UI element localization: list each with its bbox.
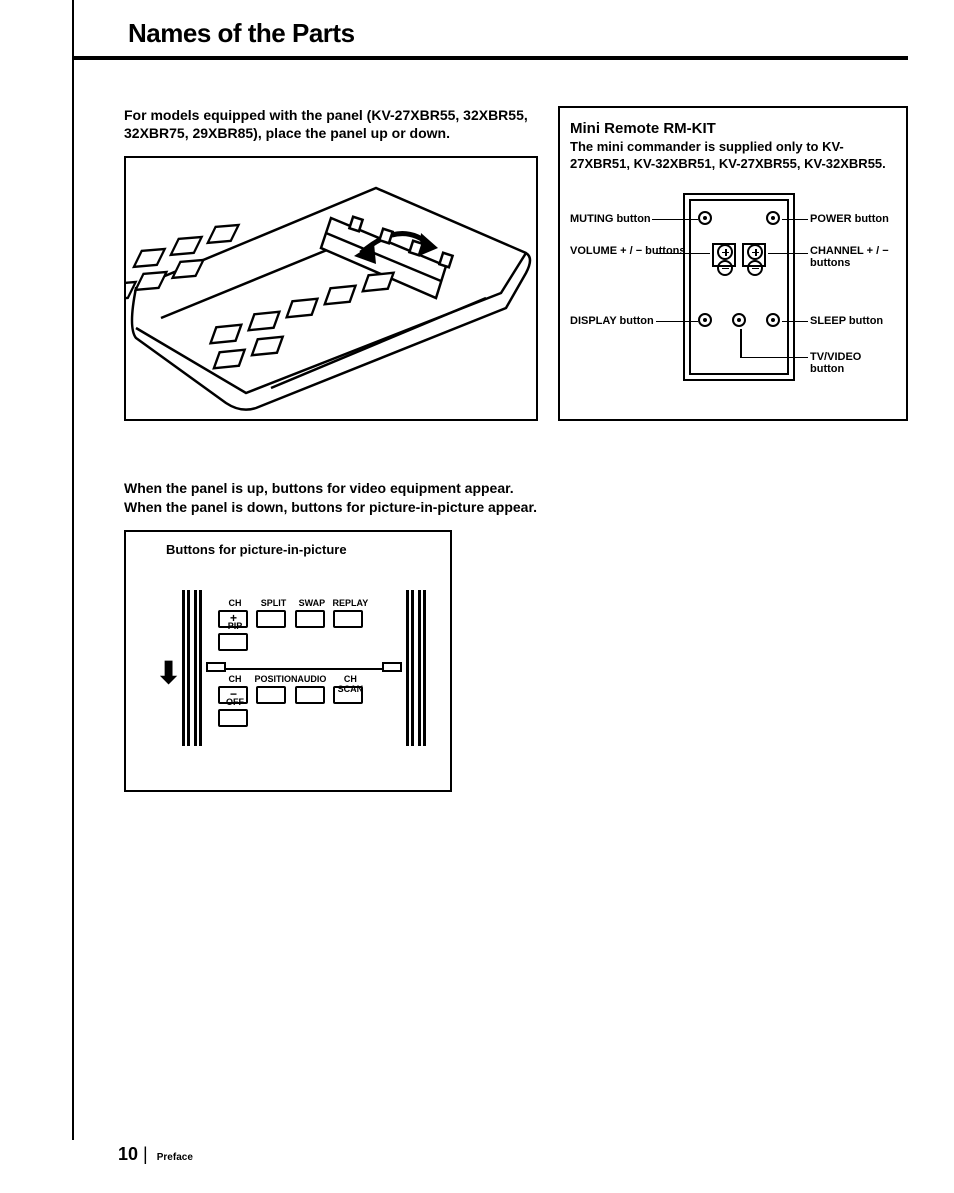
display-label: DISPLAY button (570, 315, 654, 328)
mini-remote-diagram: MUTING button VOLUME + / − buttons DISPL… (570, 193, 896, 403)
muting-button-icon (698, 211, 712, 225)
remote-illustration (126, 158, 540, 423)
page-title: Names of the Parts (128, 18, 355, 49)
tvvideo-label: TV/VIDEO button (810, 351, 896, 376)
figure-remote-panel (124, 156, 538, 421)
pip-btn-chscan: CH SCAN (333, 686, 363, 704)
pip-btn-split: SPLIT (256, 610, 286, 628)
margin-rule (72, 0, 74, 1140)
pip-row-top: CH SPLIT SWAP REPLAY PIP (216, 610, 396, 656)
pip-panel: CH SPLIT SWAP REPLAY PIP CH POSITION AUD… (180, 590, 428, 746)
pip-btn-off: OFF (218, 709, 248, 727)
panel-intro-text: For models equipped with the panel (KV-2… (124, 106, 538, 142)
muting-label: MUTING button (570, 213, 651, 226)
figure-pip-buttons: Buttons for picture-in-picture CH SPLIT … (124, 530, 452, 792)
channel-buttons-icon (742, 243, 766, 267)
section-name: Preface (157, 1152, 193, 1163)
page-footer: 10 | Preface (118, 1144, 193, 1165)
mini-remote-subtitle: The mini commander is supplied only to K… (570, 139, 896, 173)
sleep-button-icon (766, 313, 780, 327)
power-label: POWER button (810, 213, 889, 226)
pip-btn-position: POSITION (256, 686, 286, 704)
pip-btn-pip: PIP (218, 633, 248, 651)
power-button-icon (766, 211, 780, 225)
mini-remote-title: Mini Remote RM-KIT (570, 120, 896, 137)
pip-row-bottom: CH POSITION AUDIO CH SCAN OFF (216, 686, 396, 732)
pip-btn-swap: SWAP (295, 610, 325, 628)
down-arrow-icon: ⬇ (156, 656, 181, 691)
panel-position-text: When the panel is up, buttons for video … (124, 479, 538, 515)
pip-btn-replay: REPLAY (333, 610, 363, 628)
mini-remote-box: Mini Remote RM-KIT The mini commander is… (558, 106, 908, 421)
display-button-icon (698, 313, 712, 327)
page-number: 10 (118, 1144, 138, 1164)
horizontal-rule (72, 56, 908, 60)
left-column: For models equipped with the panel (KV-2… (124, 106, 538, 792)
tvvideo-button-icon (732, 313, 746, 327)
sleep-label: SLEEP button (810, 315, 883, 328)
volume-buttons-icon (712, 243, 736, 267)
volume-label: VOLUME + / − buttons (570, 245, 686, 258)
pip-title: Buttons for picture-in-picture (166, 542, 436, 557)
pip-btn-audio: AUDIO (295, 686, 325, 704)
channel-label: CHANNEL + / − buttons (810, 245, 896, 270)
